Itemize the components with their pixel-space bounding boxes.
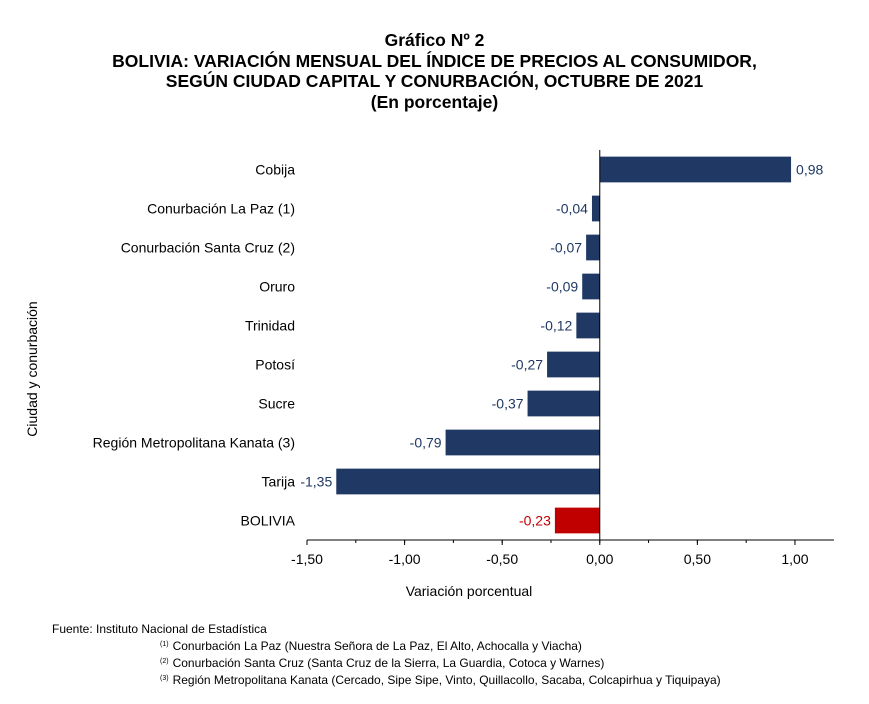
category-label-2: Conurbación Santa Cruz (2) <box>121 240 295 256</box>
category-label-6: Sucre <box>258 396 295 412</box>
bar-9 <box>554 507 600 534</box>
footnote-3-text: Región Metropolitana Kanata (Cercado, Si… <box>172 673 721 687</box>
title-line-4: (En porcentaje) <box>370 91 499 112</box>
bar-2 <box>586 234 600 261</box>
bar-1 <box>591 195 600 222</box>
value-labels-group: 0,98 -0,04 -0,07 -0,09 -0,12 -0,27 -0,37 -0,79 -… <box>300 162 823 529</box>
bar-chart: Cobija Conurbación La Paz (1) Conurbación … <box>24 150 834 599</box>
y-axis-label: Ciudad y conurbación <box>24 301 40 436</box>
chart-title: Gráfico Nº 2 BOLIVIA: VARIACIÓN MENSUAL … <box>0 30 869 112</box>
bar-6 <box>527 390 600 417</box>
category-label-3: Oruro <box>259 279 295 295</box>
x-tick-label-4: 0,50 <box>684 551 711 567</box>
category-label-5: Potosí <box>255 357 295 373</box>
category-label-4: Trinidad <box>245 318 295 334</box>
footnotes: Fuente: Instituto Nacional de Estadístic… <box>52 622 721 688</box>
title-line-2: BOLIVIA: VARIACIÓN MENSUAL DEL ÍNDICE DE… <box>112 50 757 71</box>
x-tick-label-0: -1,50 <box>291 551 323 567</box>
tick-labels-group: -1,50 -1,00 -0,50 0,00 0,50 1,00 <box>291 551 809 567</box>
title-line-1: Gráfico Nº 2 <box>384 30 485 50</box>
x-tick-label-1: -1,00 <box>389 551 421 567</box>
footnote-2-text: Conurbación Santa Cruz (Santa Cruz de la… <box>172 656 605 670</box>
x-tick-label-3: 0,00 <box>586 551 613 567</box>
category-label-9: BOLIVIA <box>241 513 296 529</box>
x-tick-label-2: -0,50 <box>486 551 518 567</box>
value-label-7: -0,79 <box>410 435 442 451</box>
category-label-7: Región Metropolitana Kanata (3) <box>93 435 295 451</box>
footnote-3: (3) Región Metropolitana Kanata (Cercado,… <box>160 671 721 688</box>
category-label-1: Conurbación La Paz (1) <box>147 201 295 217</box>
source-note: Fuente: Instituto Nacional de Estadístic… <box>52 622 267 636</box>
footnote-1: (1) Conurbación La Paz (Nuestra Señora de… <box>160 637 721 654</box>
value-label-5: -0,27 <box>511 357 543 373</box>
bar-0 <box>599 156 792 183</box>
x-tick-label-5: 1,00 <box>781 551 808 567</box>
value-label-3: -0,09 <box>546 279 578 295</box>
footnote-3-mark: (3) <box>160 675 169 682</box>
value-label-9: -0,23 <box>519 513 551 529</box>
x-axis-label: Variación porcentual <box>406 583 533 599</box>
category-labels-group: Cobija Conurbación La Paz (1) Conurbación … <box>93 162 296 529</box>
category-label-8: Tarija <box>262 474 296 490</box>
bar-3 <box>582 273 600 300</box>
bar-4 <box>576 312 600 339</box>
value-label-8: -1,35 <box>300 474 332 490</box>
title-line-3: SEGÚN CIUDAD CAPITAL Y CONURBACIÓN, OCTU… <box>165 71 704 91</box>
value-label-1: -0,04 <box>556 201 588 217</box>
value-label-0: 0,98 <box>796 162 823 178</box>
category-label-0: Cobija <box>255 162 295 178</box>
footnote-1-mark: (1) <box>160 641 169 648</box>
axes-group <box>306 150 834 545</box>
bar-5 <box>547 351 600 378</box>
value-label-4: -0,12 <box>540 318 572 334</box>
value-label-6: -0,37 <box>492 396 524 412</box>
value-label-2: -0,07 <box>550 240 582 256</box>
footnote-1-text: Conurbación La Paz (Nuestra Señora de La… <box>172 639 582 653</box>
bar-7 <box>445 429 600 456</box>
bar-8 <box>336 468 600 495</box>
footnote-2: (2) Conurbación Santa Cruz (Santa Cruz de… <box>160 654 721 671</box>
bars-group <box>336 156 792 534</box>
footnote-2-mark: (2) <box>160 658 169 665</box>
